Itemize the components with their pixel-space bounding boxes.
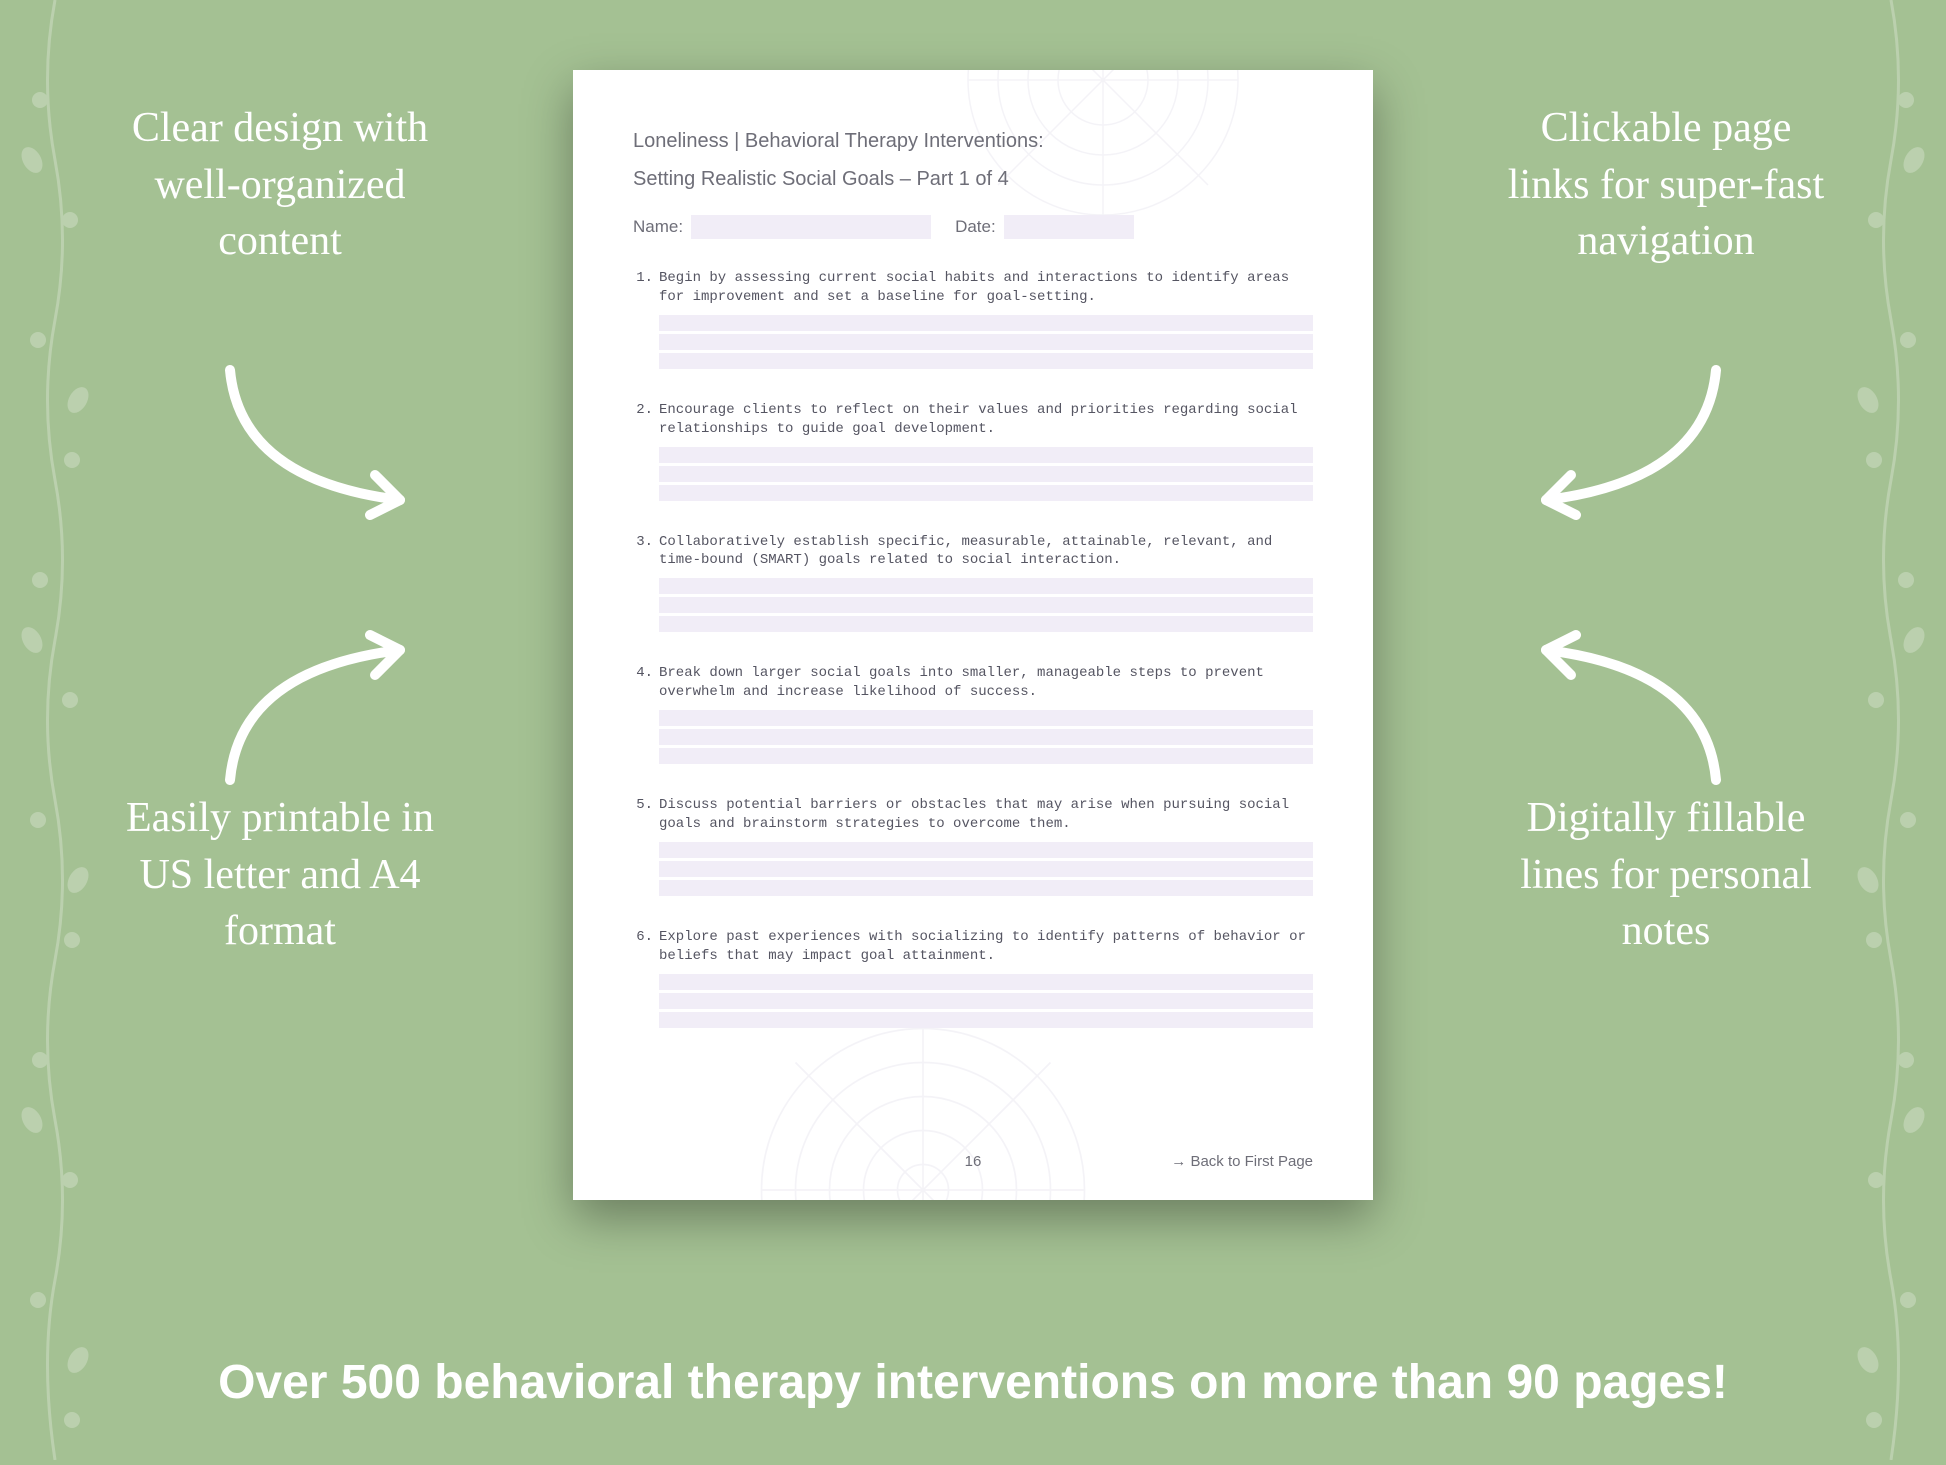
callout-top-right: Clickable page links for super-fast navi… xyxy=(1501,100,1831,270)
fill-line[interactable] xyxy=(659,466,1313,482)
fill-lines xyxy=(659,842,1313,896)
callout-bottom-left: Easily printable in US letter and A4 for… xyxy=(115,790,445,960)
item-body: Begin by assessing current social habits… xyxy=(659,269,1313,307)
fill-line[interactable] xyxy=(659,485,1313,501)
item-number: 5. xyxy=(633,796,653,834)
item-body: Explore past experiences with socializin… xyxy=(659,928,1313,966)
vine-icon xyxy=(10,0,100,1460)
item-body: Discuss potential barriers or obstacles … xyxy=(659,796,1313,834)
fill-lines xyxy=(659,315,1313,369)
worksheet-item: 4.Break down larger social goals into sm… xyxy=(633,664,1313,764)
back-to-first-page-link[interactable]: → Back to First Page xyxy=(1171,1153,1313,1170)
worksheet-item: 2.Encourage clients to reflect on their … xyxy=(633,401,1313,501)
fill-line[interactable] xyxy=(659,597,1313,613)
item-text: 4.Break down larger social goals into sm… xyxy=(633,664,1313,702)
item-number: 4. xyxy=(633,664,653,702)
item-list: 1.Begin by assessing current social habi… xyxy=(633,269,1313,1028)
callout-bottom-right: Digitally fillable lines for personal no… xyxy=(1501,790,1831,960)
item-body: Break down larger social goals into smal… xyxy=(659,664,1313,702)
arrow-top-right-icon xyxy=(1506,360,1736,530)
worksheet-item: 3.Collaboratively establish specific, me… xyxy=(633,533,1313,633)
bottom-tagline: Over 500 behavioral therapy intervention… xyxy=(0,1355,1946,1410)
item-text: 2.Encourage clients to reflect on their … xyxy=(633,401,1313,439)
worksheet-item: 6.Explore past experiences with socializ… xyxy=(633,928,1313,1028)
item-text: 1.Begin by assessing current social habi… xyxy=(633,269,1313,307)
doc-title-line2: Setting Realistic Social Goals – Part 1 … xyxy=(633,163,1313,195)
worksheet-item: 5.Discuss potential barriers or obstacle… xyxy=(633,796,1313,896)
fill-line[interactable] xyxy=(659,880,1313,896)
document-footer: 16 → Back to First Page xyxy=(633,1153,1313,1170)
item-body: Encourage clients to reflect on their va… xyxy=(659,401,1313,439)
decorative-vine-right xyxy=(1846,0,1936,1460)
document-page: Loneliness | Behavioral Therapy Interven… xyxy=(573,70,1373,1200)
fill-line[interactable] xyxy=(659,447,1313,463)
document-header: Loneliness | Behavioral Therapy Interven… xyxy=(633,125,1313,195)
fill-line[interactable] xyxy=(659,748,1313,764)
fill-line[interactable] xyxy=(659,616,1313,632)
doc-title-line1: Loneliness | Behavioral Therapy Interven… xyxy=(633,125,1313,157)
arrow-top-left-icon xyxy=(210,360,440,530)
fill-line[interactable] xyxy=(659,974,1313,990)
vine-icon xyxy=(1846,0,1936,1460)
name-label: Name: xyxy=(633,217,683,237)
fill-line[interactable] xyxy=(659,842,1313,858)
name-field: Name: xyxy=(633,215,931,239)
item-text: 6.Explore past experiences with socializ… xyxy=(633,928,1313,966)
item-number: 1. xyxy=(633,269,653,307)
fill-line[interactable] xyxy=(659,993,1313,1009)
fill-line[interactable] xyxy=(659,315,1313,331)
fill-lines xyxy=(659,578,1313,632)
date-label: Date: xyxy=(955,217,996,237)
fill-line[interactable] xyxy=(659,729,1313,745)
fill-lines xyxy=(659,974,1313,1028)
name-date-row: Name: Date: xyxy=(633,215,1313,239)
item-text: 3.Collaboratively establish specific, me… xyxy=(633,533,1313,571)
fill-line[interactable] xyxy=(659,710,1313,726)
fill-line[interactable] xyxy=(659,578,1313,594)
fill-line[interactable] xyxy=(659,861,1313,877)
fill-line[interactable] xyxy=(659,353,1313,369)
worksheet-item: 1.Begin by assessing current social habi… xyxy=(633,269,1313,369)
item-text: 5.Discuss potential barriers or obstacle… xyxy=(633,796,1313,834)
arrow-bottom-right-icon xyxy=(1506,620,1736,790)
mandala-bottom-icon xyxy=(753,1020,1093,1200)
name-input[interactable] xyxy=(691,215,931,239)
page-number: 16 xyxy=(965,1153,982,1170)
fill-lines xyxy=(659,710,1313,764)
item-number: 3. xyxy=(633,533,653,571)
fill-line[interactable] xyxy=(659,1012,1313,1028)
date-field: Date: xyxy=(955,215,1134,239)
fill-lines xyxy=(659,447,1313,501)
item-number: 6. xyxy=(633,928,653,966)
item-number: 2. xyxy=(633,401,653,439)
decorative-vine-left xyxy=(10,0,100,1460)
arrow-bottom-left-icon xyxy=(210,620,440,790)
date-input[interactable] xyxy=(1004,215,1134,239)
callout-top-left: Clear design with well-organized content xyxy=(115,100,445,270)
fill-line[interactable] xyxy=(659,334,1313,350)
item-body: Collaboratively establish specific, meas… xyxy=(659,533,1313,571)
